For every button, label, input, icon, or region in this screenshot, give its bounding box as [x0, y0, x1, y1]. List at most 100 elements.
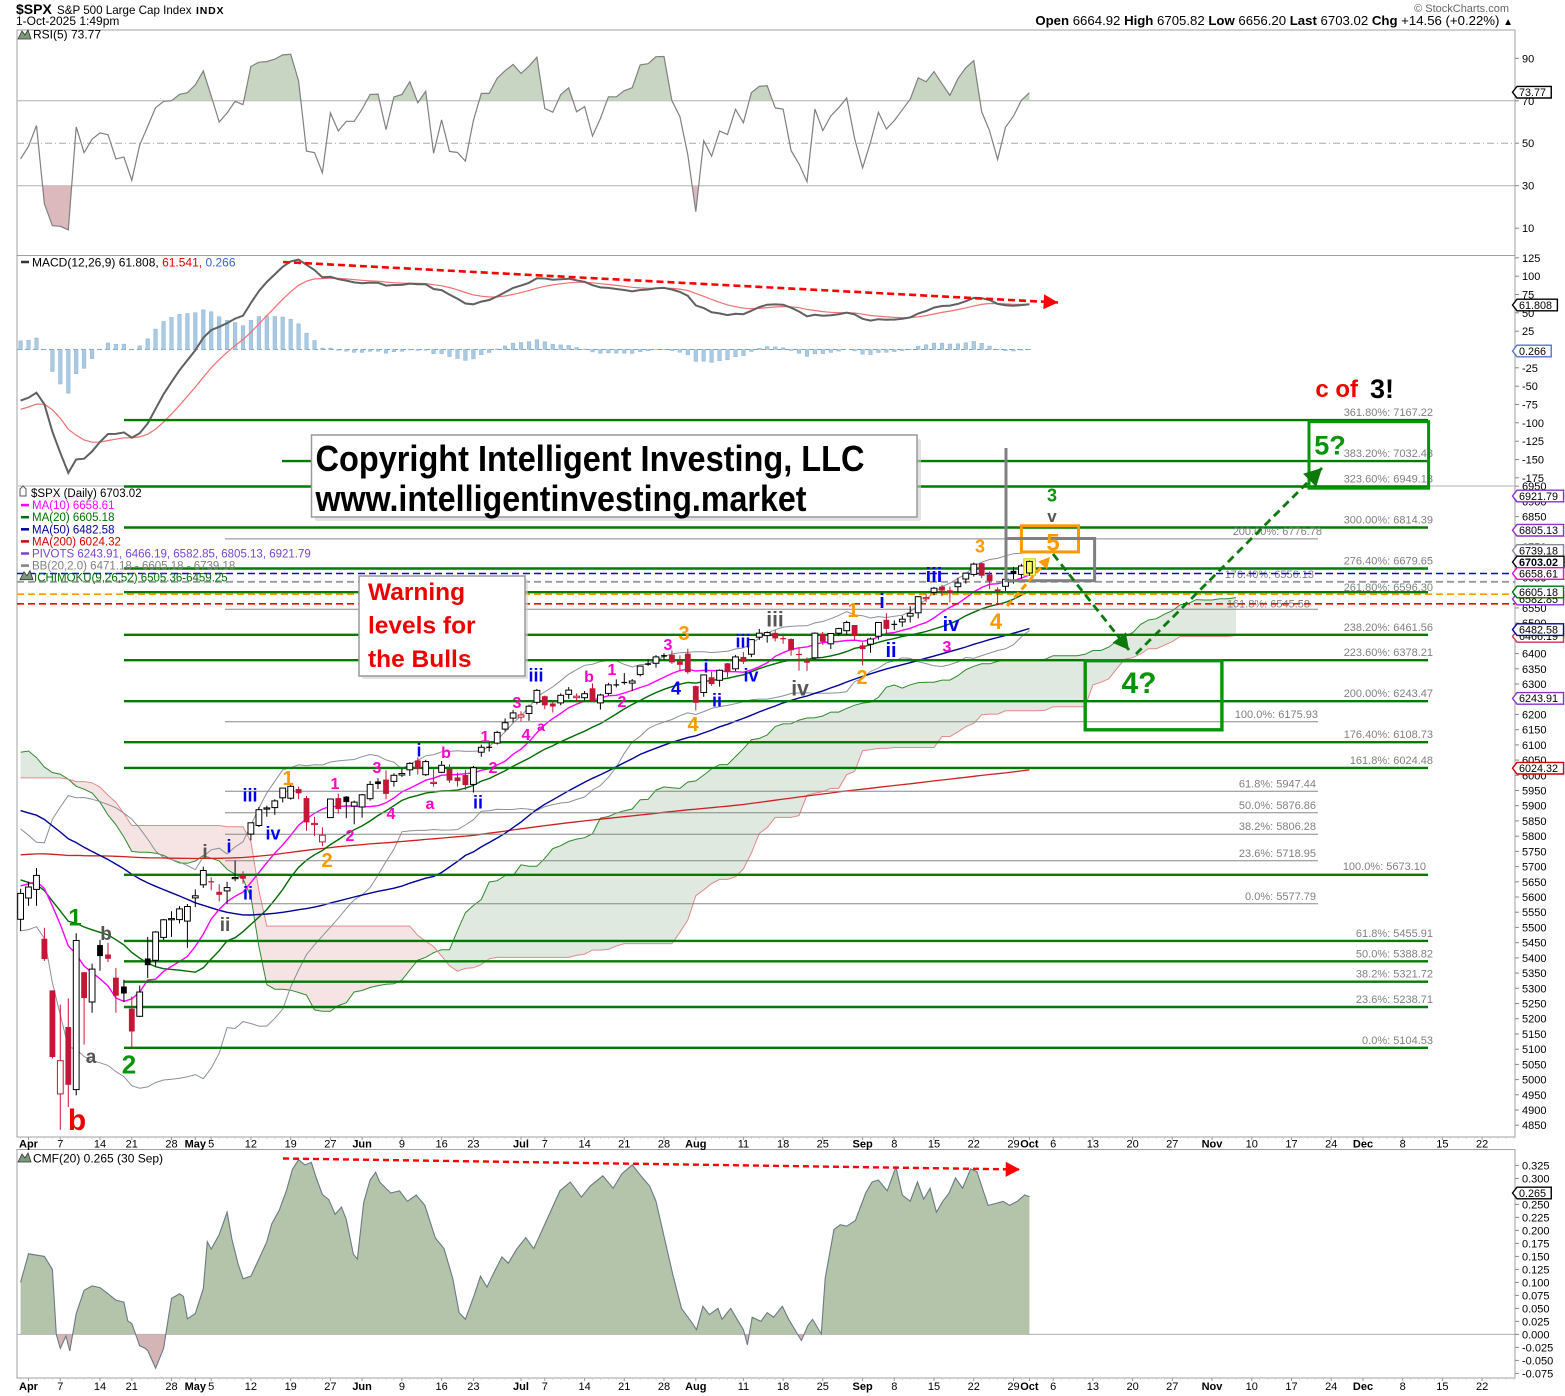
- svg-text:S&P 500 Large Cap Index: S&P 500 Large Cap Index: [57, 4, 192, 17]
- svg-text:261.80%: 6596.30: 261.80%: 6596.30: [1344, 582, 1433, 594]
- svg-text:b: b: [584, 669, 594, 686]
- svg-text:1: 1: [847, 600, 858, 622]
- svg-text:21: 21: [126, 1381, 138, 1393]
- svg-text:Nov: Nov: [1202, 1139, 1224, 1151]
- svg-text:i: i: [202, 842, 207, 863]
- svg-text:Aug: Aug: [685, 1139, 706, 1151]
- svg-text:6: 6: [1050, 1139, 1056, 1151]
- svg-text:16: 16: [435, 1381, 447, 1393]
- svg-text:6243.91: 6243.91: [1519, 693, 1558, 705]
- svg-text:3: 3: [943, 639, 952, 656]
- svg-text:CMF(20) 0.265 (30 Sep): CMF(20) 0.265 (30 Sep): [33, 1152, 163, 1166]
- svg-text:Apr: Apr: [19, 1139, 39, 1151]
- svg-text:0.000: 0.000: [1522, 1329, 1550, 1341]
- svg-text:MA(20) 6605.18: MA(20) 6605.18: [32, 512, 114, 524]
- svg-text:iv: iv: [943, 614, 961, 636]
- svg-text:ICHIMOKU(9,26,52) 6505.36-6459: ICHIMOKU(9,26,52) 6505.36-6459.25: [34, 573, 228, 585]
- svg-text:24: 24: [1325, 1139, 1337, 1151]
- svg-text:27: 27: [324, 1139, 336, 1151]
- svg-text:0.050: 0.050: [1522, 1303, 1550, 1315]
- svg-text:i: i: [879, 591, 885, 613]
- svg-text:6200: 6200: [1522, 709, 1546, 721]
- svg-text:13: 13: [1087, 1139, 1099, 1151]
- svg-text:61.808: 61.808: [1519, 300, 1552, 312]
- svg-text:6605.18: 6605.18: [1519, 587, 1558, 599]
- svg-text:25: 25: [1522, 326, 1534, 338]
- svg-text:3: 3: [678, 623, 689, 645]
- svg-text:0.200: 0.200: [1522, 1225, 1550, 1237]
- svg-text:18: 18: [777, 1139, 789, 1151]
- svg-text:6739.18: 6739.18: [1519, 545, 1558, 557]
- svg-text:223.60%: 6378.21: 223.60%: 6378.21: [1344, 647, 1433, 659]
- svg-text:4: 4: [671, 679, 681, 699]
- svg-text:38.2%: 5321.72: 38.2%: 5321.72: [1356, 969, 1433, 981]
- svg-text:161.8%: 6024.48: 161.8%: 6024.48: [1350, 755, 1433, 767]
- svg-text:28: 28: [165, 1139, 177, 1151]
- svg-text:6300: 6300: [1522, 679, 1546, 691]
- svg-text:6400: 6400: [1522, 649, 1546, 661]
- svg-text:15: 15: [1436, 1381, 1448, 1393]
- svg-text:5700: 5700: [1522, 862, 1546, 874]
- svg-text:3: 3: [664, 637, 673, 654]
- svg-text:176.40%: 6108.73: 176.40%: 6108.73: [1344, 729, 1433, 741]
- svg-text:-100: -100: [1522, 418, 1544, 430]
- svg-text:-75: -75: [1522, 400, 1538, 412]
- svg-text:5: 5: [1046, 530, 1059, 557]
- svg-text:21: 21: [126, 1139, 138, 1151]
- svg-text:Jun: Jun: [352, 1381, 372, 1393]
- svg-text:-0.050: -0.050: [1522, 1355, 1553, 1367]
- svg-text:a: a: [86, 1047, 97, 1068]
- svg-text:19: 19: [285, 1139, 297, 1151]
- svg-text:5: 5: [208, 1139, 214, 1151]
- svg-text:276.40%: 6679.65: 276.40%: 6679.65: [1344, 556, 1433, 568]
- svg-text:4: 4: [522, 727, 531, 744]
- svg-text:BB(20,2.0) 6471.18 - 6605.18 -: BB(20,2.0) 6471.18 - 6605.18 - 6739.18: [32, 561, 235, 573]
- svg-text:3: 3: [513, 695, 522, 712]
- svg-text:30: 30: [1522, 181, 1534, 193]
- svg-text:5550: 5550: [1522, 907, 1546, 919]
- svg-text:levels for: levels for: [368, 613, 476, 640]
- svg-text:19: 19: [285, 1381, 297, 1393]
- svg-text:5850: 5850: [1522, 816, 1546, 828]
- svg-text:5750: 5750: [1522, 846, 1546, 858]
- svg-text:8: 8: [1400, 1381, 1406, 1393]
- svg-text:5050: 5050: [1522, 1059, 1546, 1071]
- svg-text:5?: 5?: [1314, 431, 1346, 461]
- svg-text:4950: 4950: [1522, 1090, 1546, 1102]
- svg-text:5800: 5800: [1522, 831, 1546, 843]
- svg-text:14: 14: [578, 1381, 590, 1393]
- svg-text:383.20%: 7032.48: 383.20%: 7032.48: [1344, 448, 1433, 460]
- svg-text:6100: 6100: [1522, 740, 1546, 752]
- svg-text:10: 10: [1246, 1381, 1258, 1393]
- svg-text:Sep: Sep: [853, 1139, 873, 1151]
- svg-text:Open 6664.92 High 6705.82 Low: Open 6664.92 High 6705.82 Low 6656.20 La…: [1035, 13, 1513, 28]
- svg-text:17: 17: [1285, 1139, 1297, 1151]
- svg-text:9: 9: [399, 1139, 405, 1151]
- svg-text:1: 1: [282, 768, 293, 790]
- svg-text:73.77: 73.77: [1519, 87, 1546, 99]
- svg-text:22: 22: [968, 1139, 980, 1151]
- svg-text:ii: ii: [473, 793, 483, 813]
- svg-text:361.80%: 7167.22: 361.80%: 7167.22: [1344, 407, 1433, 419]
- svg-text:21: 21: [618, 1381, 630, 1393]
- svg-text:4900: 4900: [1522, 1105, 1546, 1117]
- svg-text:MA(10) 6658.61: MA(10) 6658.61: [32, 500, 114, 512]
- svg-text:10: 10: [1246, 1139, 1258, 1151]
- svg-text:3: 3: [975, 537, 985, 557]
- svg-text:200.00%: 6776.78: 200.00%: 6776.78: [1233, 526, 1322, 538]
- svg-text:28: 28: [658, 1139, 670, 1151]
- svg-text:28: 28: [165, 1381, 177, 1393]
- svg-text:125: 125: [1522, 253, 1540, 265]
- svg-text:22: 22: [968, 1381, 980, 1393]
- svg-text:23: 23: [467, 1381, 479, 1393]
- svg-text:5000: 5000: [1522, 1075, 1546, 1087]
- svg-text:61.8%: 5947.44: 61.8%: 5947.44: [1239, 778, 1316, 790]
- svg-text:iii: iii: [766, 609, 784, 632]
- svg-text:5350: 5350: [1522, 968, 1546, 980]
- svg-text:Dec: Dec: [1353, 1381, 1373, 1393]
- svg-text:50.0%: 5388.82: 50.0%: 5388.82: [1356, 948, 1433, 960]
- svg-text:10: 10: [1522, 223, 1534, 235]
- svg-text:b: b: [68, 1104, 86, 1137]
- svg-text:the Bulls: the Bulls: [368, 646, 471, 673]
- svg-text:6482.58: 6482.58: [1519, 624, 1558, 636]
